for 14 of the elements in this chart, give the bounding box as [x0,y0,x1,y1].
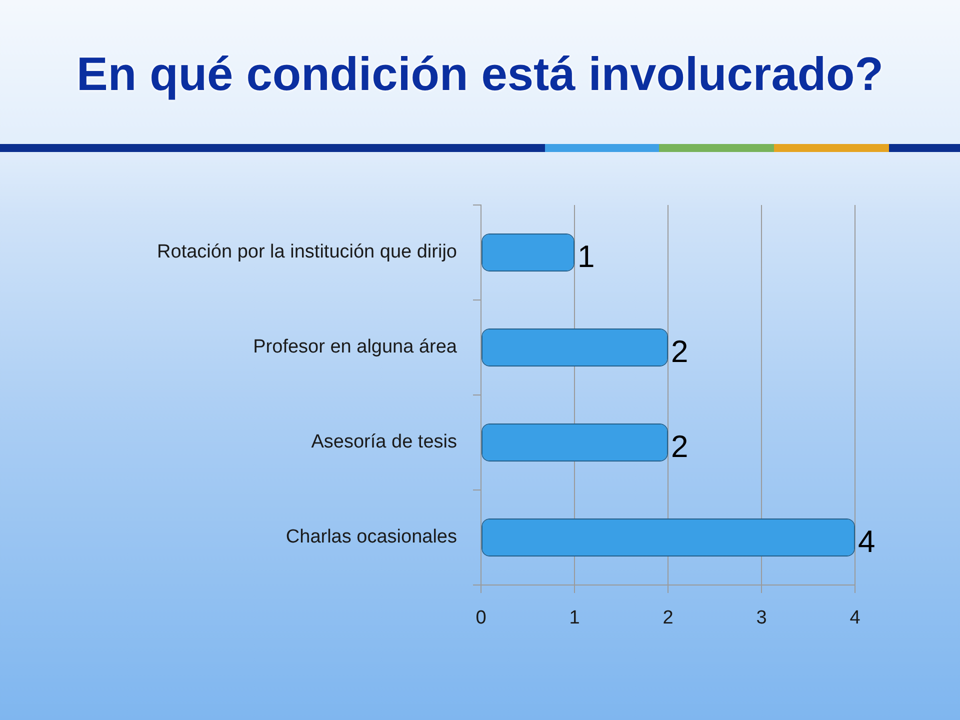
x-tick-label: 1 [569,608,580,629]
chart-title: En qué condición está involucrado? [76,46,884,102]
x-tick-label: 4 [850,608,861,629]
x-tick-label: 3 [756,608,767,629]
x-tick-label: 0 [476,608,486,629]
data-label: 2 [671,429,688,464]
y-tick-label: Profesor en alguna área [253,336,458,358]
y-tick-label: Charlas ocasionales [286,526,457,548]
x-tick-label: 2 [662,608,674,629]
data-label: 1 [578,239,595,274]
data-label: 4 [858,524,876,560]
y-tick-label: Asesoría de tesis [311,432,457,453]
data-label: 2 [671,334,688,370]
y-tick-label: Rotación por la institución que dirijo [157,242,457,263]
